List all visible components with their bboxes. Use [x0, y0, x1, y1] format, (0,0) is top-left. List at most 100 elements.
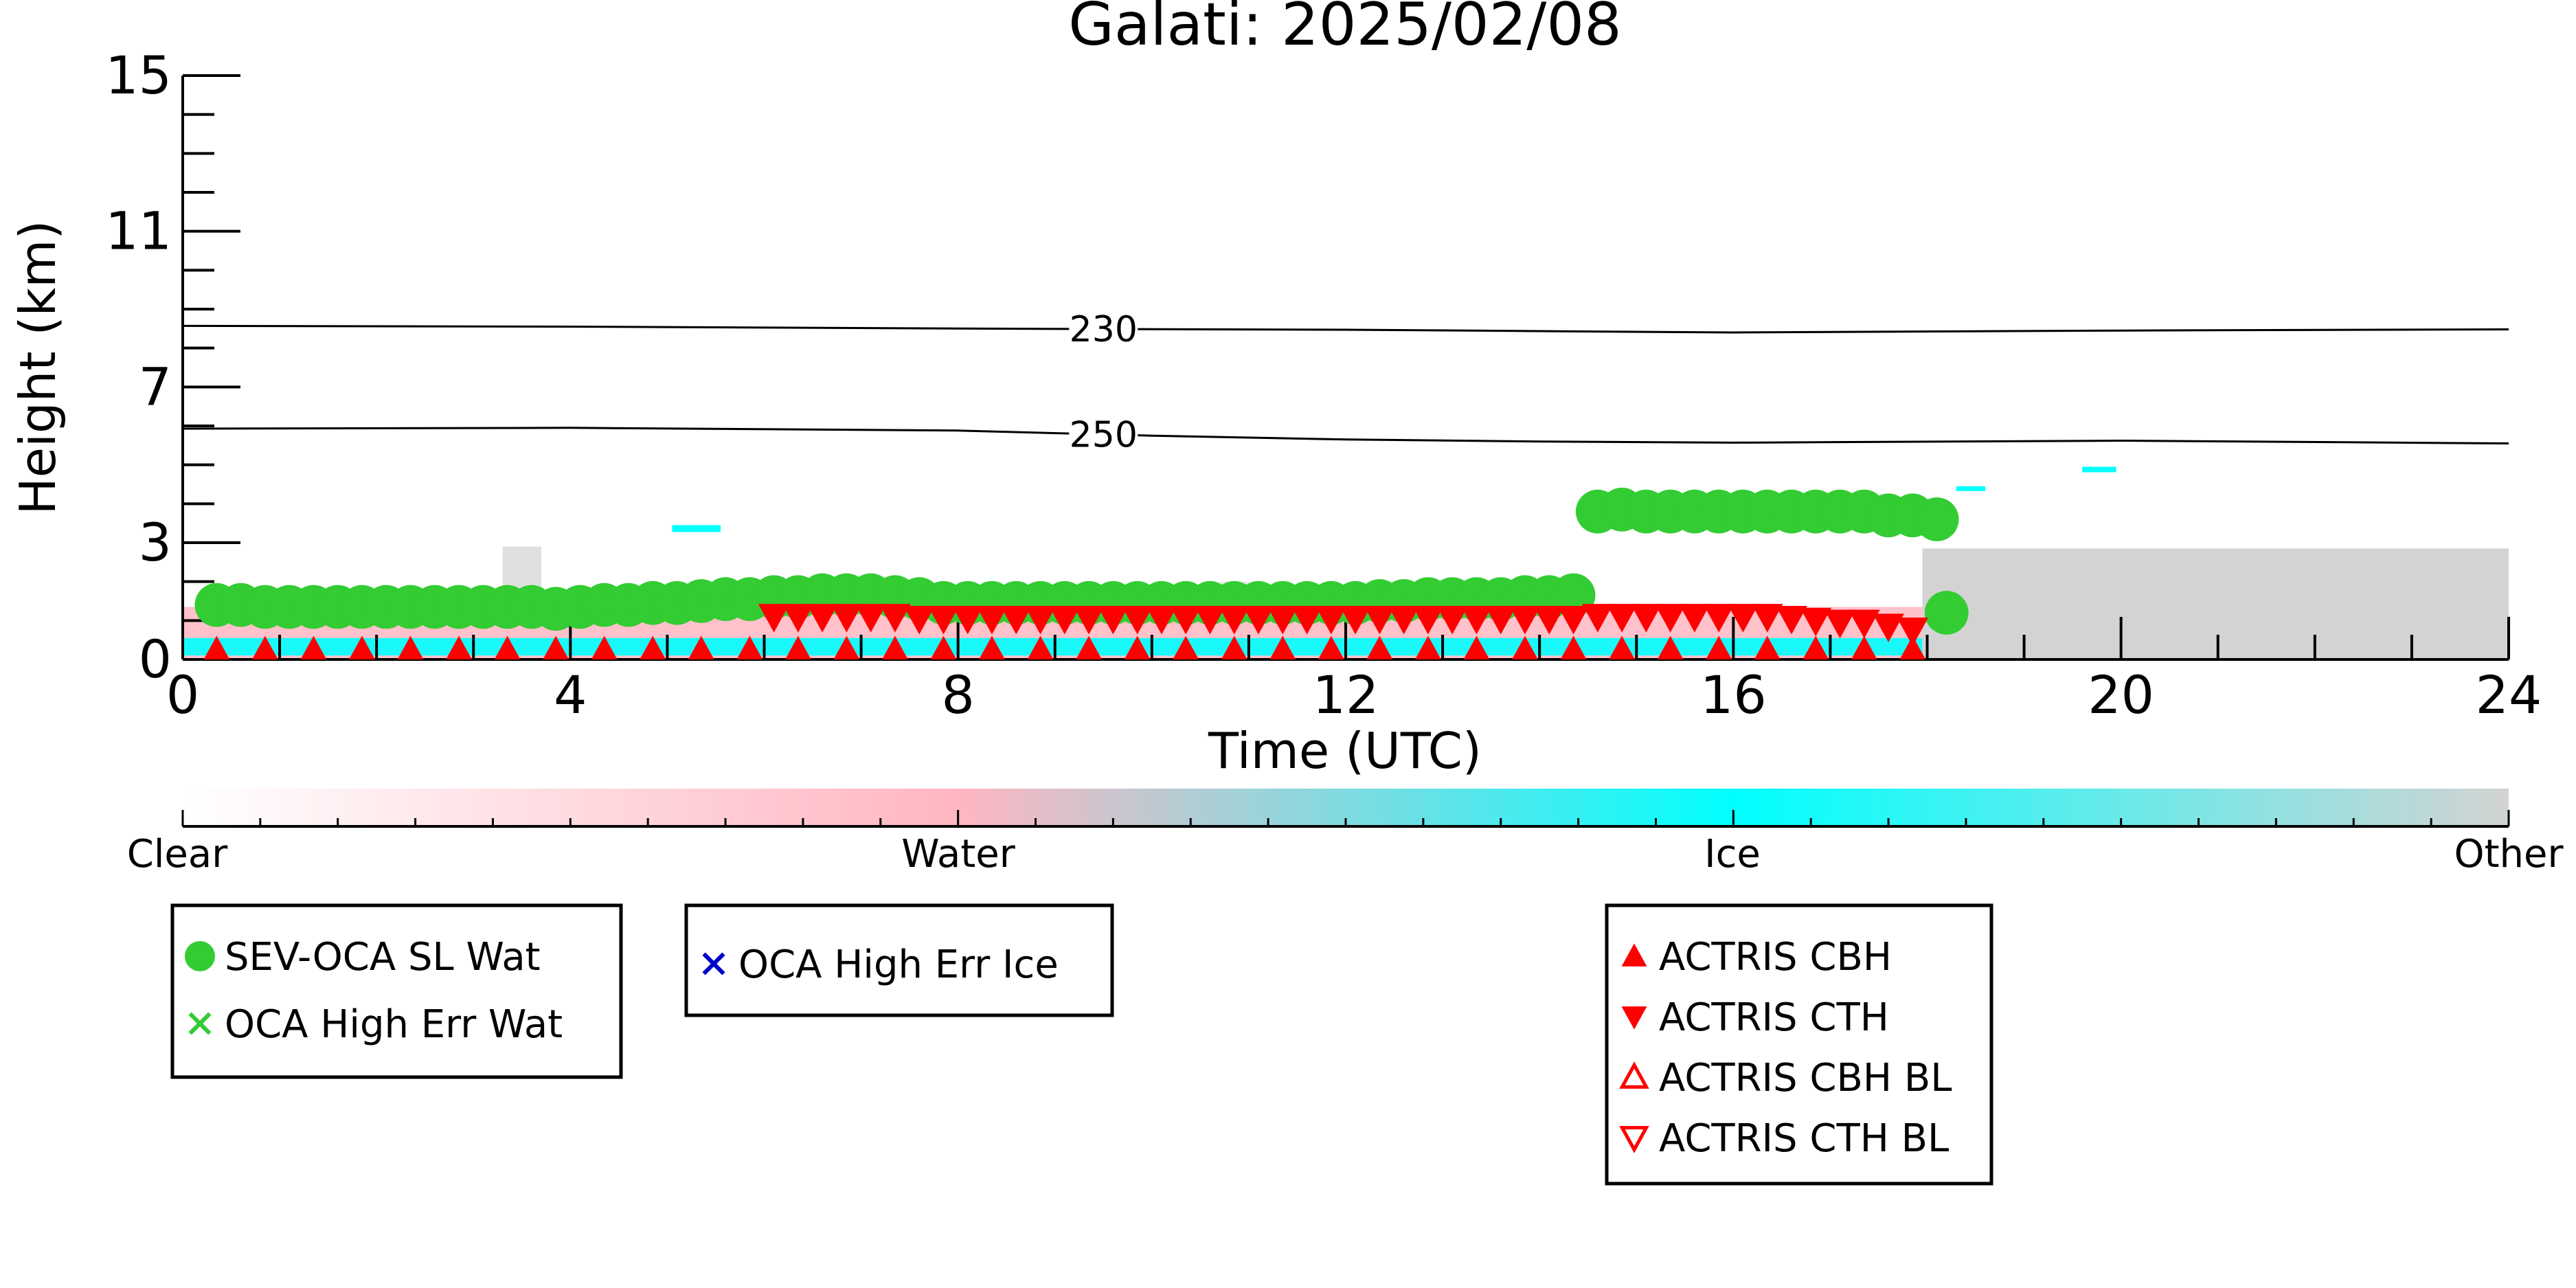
actris-cth-point — [1364, 606, 1396, 635]
legend-label: SEV-OCA SL Wat — [225, 935, 541, 980]
actris-cth-point — [1024, 606, 1057, 635]
ice-patch — [2082, 466, 2116, 473]
legend-marker — [1621, 1006, 1647, 1030]
actris-cbh-point — [397, 635, 424, 659]
actris-cth-point — [1703, 604, 1735, 633]
actris-cbh-point — [1221, 635, 1247, 659]
contour-line — [182, 427, 2509, 444]
legend-box: SEV-OCA SL Wat OCA High Err Wat — [170, 903, 623, 1079]
y-tick-label: 0 — [139, 629, 172, 690]
actris-cth-point — [831, 604, 863, 633]
axes: 0 3 7 11 15 0 4 8 12 16 20 24 — [105, 45, 2542, 725]
x-axis-label: Time (UTC) — [1208, 722, 1482, 780]
actris-cth-point — [1194, 606, 1226, 635]
x-tick-label: 12 — [1313, 664, 1379, 725]
actris-cth-point — [1436, 606, 1469, 635]
actris-cth-point — [1727, 604, 1759, 633]
actris-cth-point — [1630, 604, 1662, 633]
x-tick-label: 0 — [166, 664, 199, 725]
legend-marker — [188, 1012, 212, 1035]
legend-box: ACTRIS CBH ACTRIS CTH ACTRIS CBH BL ACTRIS … — [1605, 903, 1993, 1186]
actris-cbh-point — [1609, 635, 1635, 659]
actris-cth-point — [758, 604, 790, 633]
y-tick-label: 11 — [105, 201, 172, 262]
actris-cth-point — [1291, 606, 1323, 635]
contour-line — [182, 324, 2509, 334]
actris-cbh-point — [833, 635, 860, 659]
ice-patch — [1956, 486, 1986, 491]
x-tick-label: 20 — [2088, 664, 2154, 725]
actris-cth-point — [1146, 606, 1177, 635]
actris-cbh-point — [203, 635, 230, 659]
legends: SEV-OCA SL Wat OCA High Err Wat OCA High E… — [170, 903, 1993, 1186]
actris-cbh-point — [1124, 635, 1151, 659]
legend-label: ACTRIS CTH BL — [1659, 1116, 1949, 1161]
actris-cbh-point — [979, 635, 1005, 659]
actris-cth-point — [951, 606, 984, 635]
actris-cth-point — [806, 604, 838, 633]
actris-cth-point — [1897, 618, 1929, 646]
actris-cbh-point — [1318, 635, 1344, 659]
sev-oca-sl-wat-point — [1914, 497, 1959, 541]
actris-cbh-point — [300, 635, 327, 659]
scale-label-other: Other — [2454, 832, 2564, 877]
actris-cth-point — [1460, 606, 1493, 635]
x-tick-label: 4 — [554, 664, 587, 725]
actris-cbh-point — [1415, 635, 1441, 659]
x-tick-label: 16 — [1700, 664, 1767, 725]
actris-cth-point — [1824, 609, 1856, 639]
legend-label: OCA High Err Wat — [225, 1002, 563, 1047]
actris-cth-point — [855, 604, 887, 633]
temperature-contours: 230 250 — [182, 309, 2509, 455]
other-region — [1922, 548, 2509, 659]
actris-cth-point — [1776, 606, 1807, 635]
legend-label: ACTRIS CBH BL — [1659, 1056, 1952, 1100]
actris-cth-point — [1509, 606, 1541, 635]
scale-label-ice: Ice — [1704, 832, 1761, 877]
actris-cth-point — [976, 606, 1008, 635]
actris-cth-point — [1654, 604, 1686, 633]
actris-cbh-point — [446, 635, 472, 659]
classification-colorbar: Clear Water Ice Other — [127, 789, 2564, 877]
actris-cth-point — [1121, 606, 1153, 635]
legend-label: OCA High Err Ice — [738, 942, 1059, 987]
actris-cth-point — [1388, 606, 1420, 635]
actris-cth-point — [1606, 604, 1638, 633]
y-axis-label: Height (km) — [9, 221, 67, 515]
ice-patch — [672, 525, 721, 532]
actris-cth-point — [1049, 606, 1081, 635]
y-tick-label: 15 — [105, 45, 172, 106]
chart-title: Galati: 2025/02/08 — [1068, 0, 1622, 59]
actris-cth-point — [1848, 609, 1880, 639]
actris-cth-point — [1751, 604, 1783, 633]
actris-cth-point — [1170, 606, 1202, 635]
sev-oca-sl-wat-late-point — [1924, 591, 1969, 635]
actris-cbh-point — [1899, 635, 1926, 659]
actris-cth-point — [1315, 606, 1347, 635]
legend-marker — [1619, 1061, 1649, 1089]
legend-frame — [1605, 903, 1993, 1186]
y-tick-label: 7 — [139, 356, 172, 417]
actris-cth-point — [1073, 606, 1105, 635]
legend-marker — [1619, 1126, 1649, 1153]
actris-cth-point — [1267, 606, 1299, 635]
actris-cbh-point — [640, 635, 666, 659]
actris-cth-point — [1581, 604, 1614, 633]
actris-cbh-point — [1560, 635, 1587, 659]
actris-cth-point — [903, 606, 936, 635]
actris-cbh-point — [1463, 635, 1490, 659]
legend-label: ACTRIS CBH — [1659, 935, 1892, 980]
actris-cbh-point — [1173, 635, 1199, 659]
legend-marker — [702, 952, 725, 975]
colorbar-ticks — [181, 810, 2510, 826]
actris-cbh-point — [1706, 635, 1732, 659]
actris-cth-point — [1800, 607, 1832, 637]
actris-cbh-point — [494, 635, 521, 659]
actris-cth-point — [1243, 606, 1274, 635]
y-tick-label: 3 — [139, 512, 172, 573]
actris-cth-point — [1340, 606, 1371, 635]
legend-frame — [684, 903, 1114, 1017]
legend-marker — [185, 941, 215, 971]
actris-cbh-point — [930, 635, 957, 659]
